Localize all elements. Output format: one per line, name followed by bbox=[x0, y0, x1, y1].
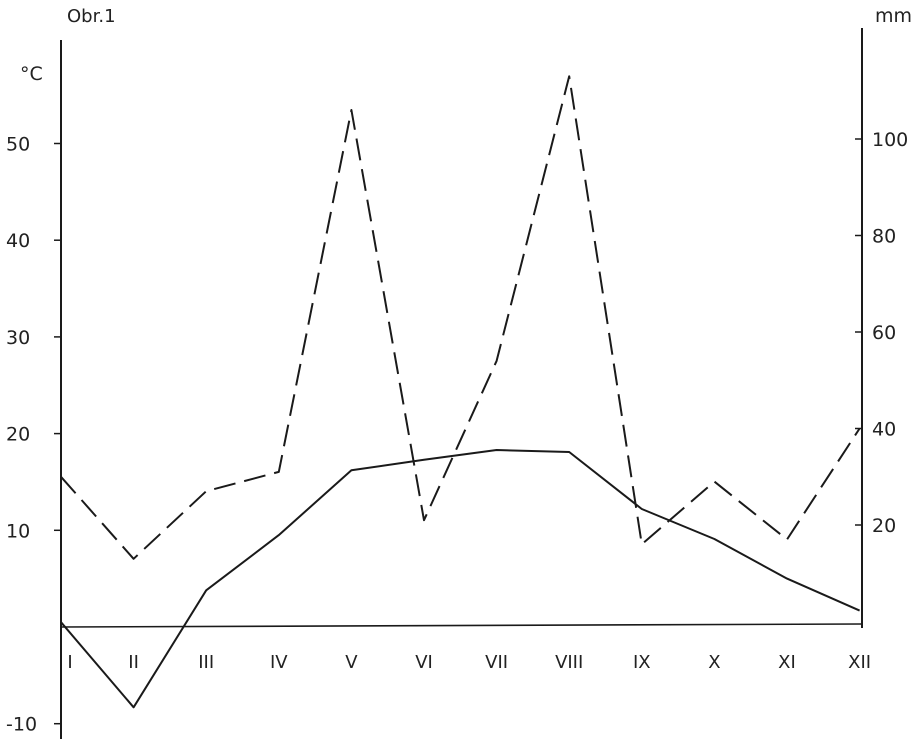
figure-title: Obr.1 bbox=[67, 6, 116, 27]
right-tick-label: 100 bbox=[872, 129, 908, 151]
month-labels: I II III IV V VI VII VIII IX X XI XII bbox=[67, 652, 871, 673]
left-tick-label: 30 bbox=[6, 327, 30, 349]
month-label: XI bbox=[778, 652, 796, 673]
temperature-line bbox=[60, 449, 861, 709]
left-tick-label: 20 bbox=[6, 424, 30, 446]
right-tick-label: 20 bbox=[872, 515, 896, 537]
left-tick-label: 40 bbox=[6, 230, 30, 252]
right-tick-label: 80 bbox=[872, 226, 896, 248]
month-label: IX bbox=[633, 652, 651, 673]
right-axis-unit: mm bbox=[875, 5, 912, 27]
right-tick-label: 60 bbox=[872, 322, 896, 344]
month-label: XII bbox=[848, 652, 871, 673]
month-label: V bbox=[345, 652, 358, 673]
month-label: VIII bbox=[555, 652, 583, 673]
month-label: VI bbox=[415, 652, 433, 673]
right-axis-ticks: 20 40 60 80 100 bbox=[855, 129, 908, 537]
left-tick-label: 50 bbox=[6, 134, 30, 156]
month-label: X bbox=[708, 652, 720, 673]
series-layer bbox=[60, 75, 861, 709]
left-axis-ticks: -10 10 20 30 40 50 bbox=[6, 134, 61, 736]
left-tick-label: 10 bbox=[6, 520, 30, 542]
right-tick-label: 40 bbox=[872, 419, 896, 441]
zero-baseline bbox=[60, 623, 863, 628]
month-label: VII bbox=[485, 652, 508, 673]
left-tick-label: -10 bbox=[6, 714, 37, 736]
month-label: III bbox=[198, 652, 214, 673]
precipitation-line bbox=[60, 75, 861, 560]
month-label: II bbox=[128, 652, 139, 673]
month-label: I bbox=[67, 652, 72, 673]
month-label: IV bbox=[270, 652, 288, 673]
left-axis-unit: °C bbox=[20, 63, 43, 85]
